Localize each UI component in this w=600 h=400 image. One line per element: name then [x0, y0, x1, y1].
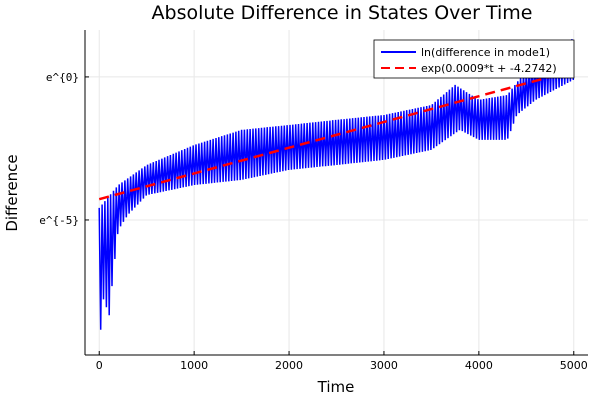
x-tick-label: 1000 [180, 359, 208, 372]
x-tick-label: 5000 [560, 359, 588, 372]
y-axis-label: Difference [3, 154, 21, 231]
legend: ln(difference in mode1) exp(0.0009*t + -… [373, 39, 575, 79]
x-axis-label: Time [317, 378, 355, 396]
x-tick-label: 2000 [275, 359, 303, 372]
y-tick-label: e^{-5} [39, 214, 79, 227]
series-line-data [98, 39, 575, 330]
legend-label-data: ln(difference in mode1) [421, 46, 550, 59]
y-tick-label: e^{0} [46, 71, 79, 84]
legend-label-fit: exp(0.0009*t + -4.2742) [421, 62, 557, 75]
x-tick-label: 0 [96, 359, 103, 372]
x-tick-label: 3000 [370, 359, 398, 372]
chart-title: Absolute Difference in States Over Time [152, 2, 533, 24]
series-line-fit [98, 69, 575, 201]
x-tick-label: 4000 [465, 359, 493, 372]
